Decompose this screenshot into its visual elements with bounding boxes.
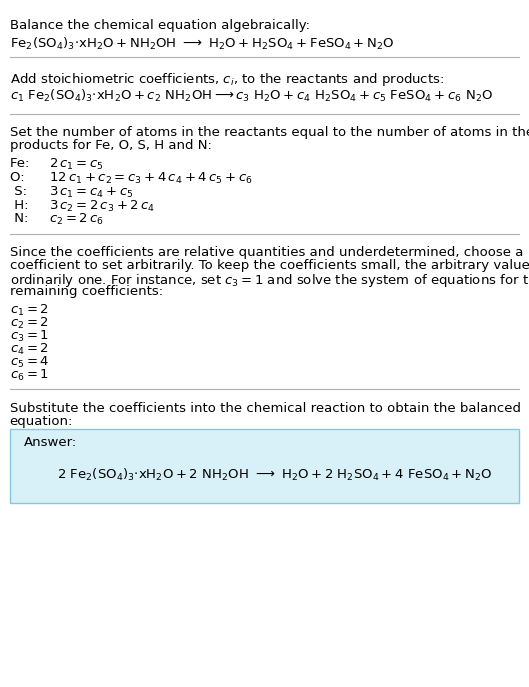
- Text: $3\,c_2 = 2\,c_3 + 2\,c_4$: $3\,c_2 = 2\,c_3 + 2\,c_4$: [49, 199, 155, 214]
- Text: $c_2 = 2$: $c_2 = 2$: [10, 316, 49, 331]
- Text: $2\ \mathrm{Fe_2(SO_4)_3{\cdot}xH_2O} + 2\ \mathrm{NH_2OH} \ \longrightarrow \ \: $2\ \mathrm{Fe_2(SO_4)_3{\cdot}xH_2O} + …: [57, 466, 492, 482]
- Text: $c_6 = 1$: $c_6 = 1$: [10, 368, 49, 383]
- Text: Set the number of atoms in the reactants equal to the number of atoms in the: Set the number of atoms in the reactants…: [10, 126, 529, 139]
- Text: $c_1 = 2$: $c_1 = 2$: [10, 303, 49, 318]
- Text: N:: N:: [10, 212, 37, 225]
- Text: Fe:: Fe:: [10, 157, 38, 170]
- Text: $c_1\ \mathrm{Fe_2(SO_4)_3{\cdot}xH_2O} + c_2\ \mathrm{NH_2OH} \longrightarrow c: $c_1\ \mathrm{Fe_2(SO_4)_3{\cdot}xH_2O} …: [10, 88, 492, 104]
- Text: O:: O:: [10, 171, 33, 184]
- Text: $c_4 = 2$: $c_4 = 2$: [10, 342, 49, 357]
- Text: Since the coefficients are relative quantities and underdetermined, choose a: Since the coefficients are relative quan…: [10, 246, 523, 259]
- Text: $3\,c_1 = c_4 + c_5$: $3\,c_1 = c_4 + c_5$: [49, 185, 134, 200]
- Text: H:: H:: [10, 199, 37, 212]
- FancyBboxPatch shape: [10, 429, 519, 503]
- Text: $12\,c_1 + c_2 = c_3 + 4\,c_4 + 4\,c_5 + c_6$: $12\,c_1 + c_2 = c_3 + 4\,c_4 + 4\,c_5 +…: [49, 171, 253, 186]
- Text: $c_3 = 1$: $c_3 = 1$: [10, 329, 49, 344]
- Text: $2\,c_1 = c_5$: $2\,c_1 = c_5$: [49, 157, 104, 172]
- Text: S:: S:: [10, 185, 35, 198]
- Text: equation:: equation:: [10, 415, 73, 428]
- Text: Balance the chemical equation algebraically:: Balance the chemical equation algebraica…: [10, 19, 309, 32]
- Text: Substitute the coefficients into the chemical reaction to obtain the balanced: Substitute the coefficients into the che…: [10, 402, 521, 415]
- Text: $\mathrm{Fe_2(SO_4)_3{\cdot}xH_2O + NH_2OH \ \longrightarrow \ H_2O + H_2SO_4 + : $\mathrm{Fe_2(SO_4)_3{\cdot}xH_2O + NH_2…: [10, 36, 394, 52]
- Text: $c_5 = 4$: $c_5 = 4$: [10, 355, 49, 370]
- Text: coefficient to set arbitrarily. To keep the coefficients small, the arbitrary va: coefficient to set arbitrarily. To keep …: [10, 259, 529, 272]
- Text: Answer:: Answer:: [24, 436, 78, 449]
- Text: products for Fe, O, S, H and N:: products for Fe, O, S, H and N:: [10, 139, 212, 152]
- Text: remaining coefficients:: remaining coefficients:: [10, 285, 162, 298]
- Text: ordinarily one. For instance, set $c_3 = 1$ and solve the system of equations fo: ordinarily one. For instance, set $c_3 =…: [10, 272, 529, 289]
- Text: $c_2 = 2\,c_6$: $c_2 = 2\,c_6$: [49, 212, 104, 227]
- Text: Add stoichiometric coefficients, $c_i$, to the reactants and products:: Add stoichiometric coefficients, $c_i$, …: [10, 71, 444, 88]
